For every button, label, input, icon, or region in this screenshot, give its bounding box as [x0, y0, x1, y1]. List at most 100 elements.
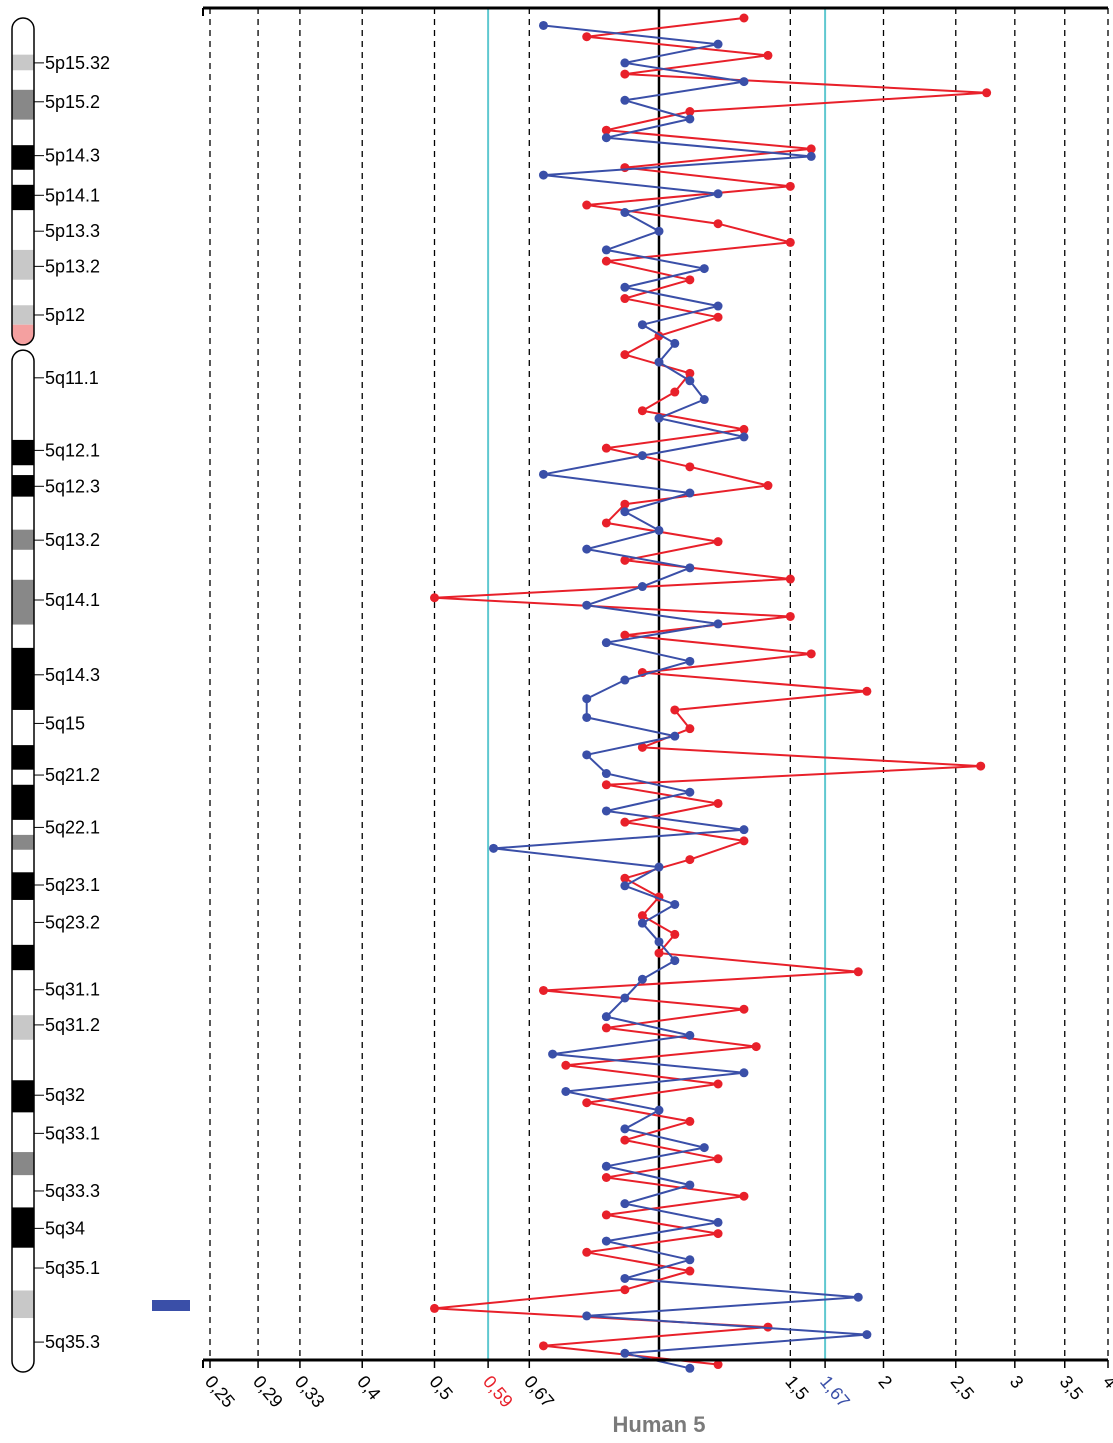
probe-point — [582, 201, 591, 210]
probe-point — [862, 1330, 871, 1339]
band-label: 5p12 — [45, 305, 85, 325]
band-label: 5q35.3 — [45, 1332, 100, 1352]
probe-point — [602, 1162, 611, 1171]
cytoband — [12, 1248, 34, 1291]
probe-point — [602, 257, 611, 266]
probe-point — [620, 163, 629, 172]
cytoband — [12, 820, 34, 835]
probe-point — [685, 275, 694, 284]
band-label: 5q12.3 — [45, 476, 100, 496]
probe-point — [582, 750, 591, 759]
probe-point — [739, 432, 748, 441]
probe-point — [685, 855, 694, 864]
probe-point — [854, 967, 863, 976]
probe-point — [620, 283, 629, 292]
x-tick-label: 2,5 — [947, 1372, 978, 1404]
probe-point — [539, 1341, 548, 1350]
probe-point — [539, 986, 548, 995]
probe-point — [763, 481, 772, 490]
cytoband — [12, 530, 34, 550]
probe-point — [714, 302, 723, 311]
cytoband — [12, 250, 34, 280]
probe-point — [670, 339, 679, 348]
cytoband — [12, 1290, 34, 1318]
chart-title: Human 5 — [613, 1412, 706, 1437]
probe-point — [655, 358, 664, 367]
probe-point — [786, 238, 795, 247]
probe-point — [807, 152, 816, 161]
probe-point — [670, 388, 679, 397]
arm — [12, 18, 34, 345]
probe-point — [685, 724, 694, 733]
probe-point — [620, 1199, 629, 1208]
x-tick-label: 3 — [1006, 1372, 1028, 1393]
probe-point — [655, 949, 664, 958]
cytoband — [12, 872, 34, 900]
cytoband — [12, 1175, 34, 1207]
band-label: 5q35.1 — [45, 1258, 100, 1278]
probe-point — [602, 133, 611, 142]
probe-point — [752, 1042, 761, 1051]
probe-point — [602, 769, 611, 778]
cytoband — [12, 550, 34, 580]
cytoband — [12, 120, 34, 145]
probe-point — [714, 313, 723, 322]
cytoband — [12, 785, 34, 820]
cytoband — [12, 280, 34, 305]
probe-point — [620, 294, 629, 303]
probe-point — [685, 376, 694, 385]
probe-point — [620, 507, 629, 516]
cytoband — [12, 745, 34, 770]
x-tick-label: 4 — [1099, 1372, 1113, 1393]
probe-point — [602, 1173, 611, 1182]
probe-point — [739, 77, 748, 86]
arm — [12, 350, 34, 1372]
cytoband — [12, 945, 34, 970]
probe-point — [620, 1124, 629, 1133]
band-label: 5q22.1 — [45, 817, 100, 837]
cytoband — [12, 648, 34, 710]
probe-point — [582, 601, 591, 610]
probe-point — [620, 1136, 629, 1145]
probe-point — [714, 189, 723, 198]
probe-point — [714, 619, 723, 628]
probe-point — [620, 1285, 629, 1294]
probe-point — [786, 575, 795, 584]
x-tick-label: 0,4 — [353, 1372, 384, 1404]
cytoband — [12, 1152, 34, 1175]
probe-point — [714, 1229, 723, 1238]
probe-point — [685, 1031, 694, 1040]
probe-point — [602, 1237, 611, 1246]
probe-point — [739, 1068, 748, 1077]
probe-point — [714, 1154, 723, 1163]
probe-point — [655, 1106, 664, 1115]
probe-point — [539, 470, 548, 479]
probe-point — [620, 676, 629, 685]
band-label: 5q34 — [45, 1218, 85, 1238]
cytoband — [12, 70, 34, 89]
probe-point — [739, 825, 748, 834]
x-tick-label: 1,5 — [781, 1372, 812, 1404]
probe-point — [620, 818, 629, 827]
threshold-label: 1,67 — [816, 1372, 854, 1412]
threshold-label: 0,59 — [479, 1372, 517, 1412]
cytoband — [12, 770, 34, 785]
cytoband — [12, 475, 34, 497]
probe-point — [685, 563, 694, 572]
probe-point — [602, 1012, 611, 1021]
cytoband — [12, 350, 34, 440]
probe-point — [982, 88, 991, 97]
cytoband — [12, 18, 34, 55]
probe-point — [620, 993, 629, 1002]
probe-point — [862, 687, 871, 696]
x-tick-label: 3,5 — [1056, 1372, 1087, 1404]
probe-point — [638, 451, 647, 460]
probe-point — [430, 593, 439, 602]
band-label: 5q23.2 — [45, 912, 100, 932]
region-marker — [152, 1300, 190, 1311]
probe-point — [714, 799, 723, 808]
band-label: 5q15 — [45, 713, 85, 733]
probe-point — [620, 1274, 629, 1283]
cytoband — [12, 440, 34, 465]
band-label: 5q31.1 — [45, 980, 100, 1000]
